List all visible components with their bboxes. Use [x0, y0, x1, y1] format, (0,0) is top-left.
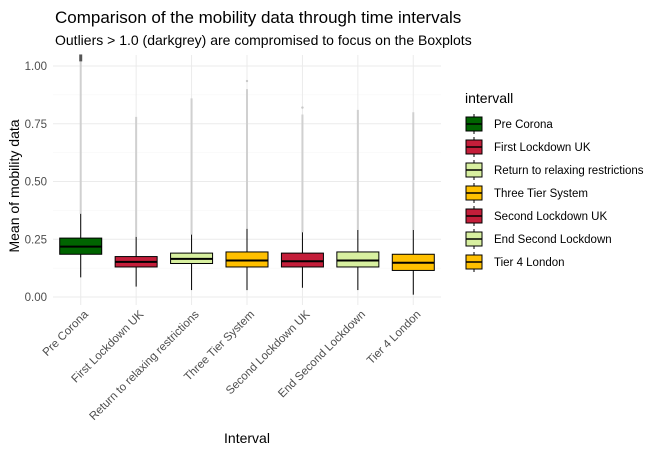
box	[225, 251, 269, 268]
y-tick-label: 1.00	[25, 61, 47, 73]
x-axis-title: Interval	[224, 430, 270, 446]
y-axis: 0.00 0.25 0.50 0.75 1.00	[25, 61, 47, 304]
plot-area	[59, 54, 435, 295]
legend-label: Return to relaxing restrictions	[494, 165, 644, 177]
x-tick-label: Return to relaxing restrictions	[87, 308, 201, 422]
y-tick-label: 0.00	[25, 292, 47, 304]
legend-label: Pre Corona	[494, 119, 553, 131]
legend-title: intervall	[465, 90, 513, 106]
x-tick-label: Pre Corona	[41, 308, 91, 358]
chart-title: Comparison of the mobility data through …	[55, 8, 461, 27]
box	[280, 252, 324, 268]
y-tick-label: 0.25	[25, 234, 47, 246]
chart-subtitle: Outliers > 1.0 (darkgrey) are compromise…	[55, 32, 472, 48]
y-axis-title: Mean of mobility data	[6, 119, 22, 252]
box	[336, 251, 380, 268]
outlier-point	[245, 79, 249, 83]
legend-label: Three Tier System	[494, 188, 588, 200]
legend-label: Tier 4 London	[494, 257, 565, 269]
y-tick-label: 0.75	[25, 119, 47, 131]
legend: Pre Corona First Lockdown UK Return to rel…	[465, 114, 644, 272]
legend-label: First Lockdown UK	[494, 142, 591, 154]
x-tick-label: Tier 4 London	[365, 309, 423, 367]
outlier-point	[301, 106, 304, 109]
legend-label: End Second Lockdown	[494, 234, 612, 246]
legend-label: Second Lockdown UK	[494, 211, 607, 223]
y-tick-label: 0.50	[25, 177, 47, 189]
